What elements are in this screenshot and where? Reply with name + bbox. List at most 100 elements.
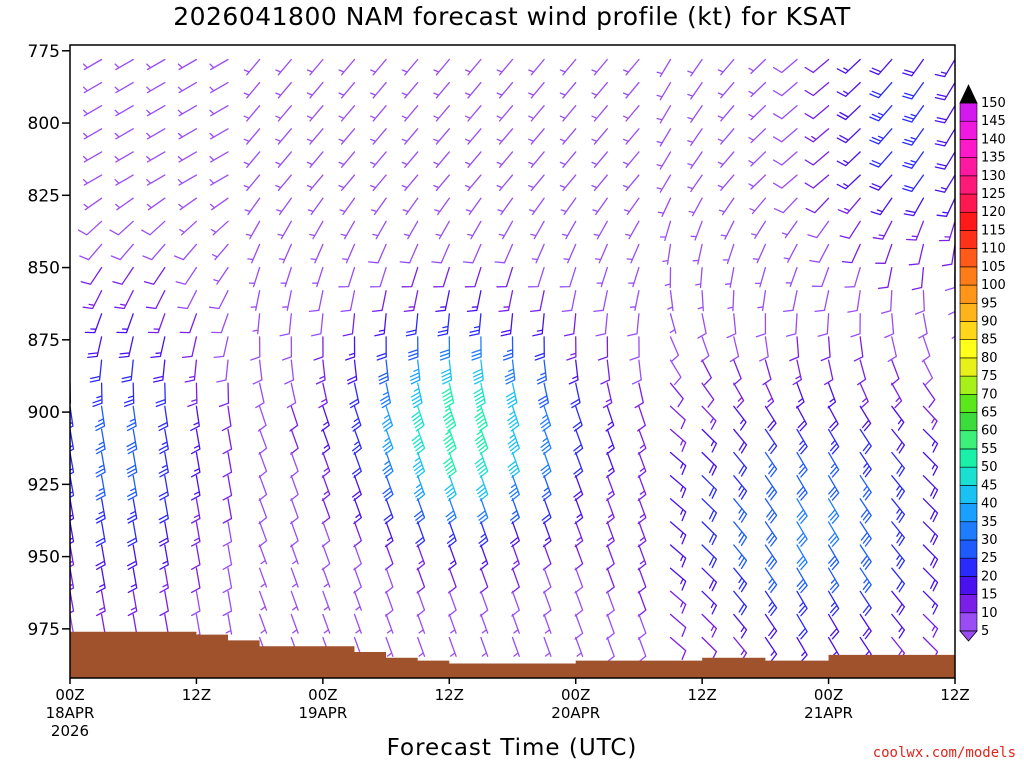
wind-barb (606, 451, 615, 478)
wind-barb (190, 428, 201, 455)
wind-barb (275, 151, 292, 168)
wind-barb (477, 498, 489, 525)
wind-barb (150, 336, 166, 359)
wind-barb (410, 382, 423, 409)
wind-barb (474, 428, 489, 455)
wind-barb (591, 151, 608, 168)
wind-barb (401, 81, 419, 99)
wind-barb (748, 151, 767, 167)
wind-barb (508, 475, 520, 502)
wind-barb (184, 359, 198, 383)
wind-barb (308, 290, 324, 313)
wind-barb (528, 128, 545, 145)
wind-barb (857, 359, 867, 386)
wind-barb (918, 313, 928, 339)
wind-barb (121, 359, 134, 383)
wind-barb (255, 382, 265, 409)
wind-barb (528, 151, 545, 168)
colorbar-swatch (959, 612, 978, 632)
wind-barb (402, 197, 419, 216)
wind-barb (496, 174, 514, 192)
wind-barb (80, 266, 103, 285)
terrain-surface (70, 631, 955, 678)
wind-barb (634, 382, 644, 409)
wind-barb (687, 174, 703, 193)
wind-barb (669, 636, 687, 661)
wind-barb (687, 128, 703, 146)
wind-barb (559, 58, 577, 76)
wind-barb (528, 58, 545, 76)
wind-barb (827, 544, 840, 571)
wind-barb (717, 174, 735, 191)
wind-barb (213, 336, 229, 359)
colorbar-label: 40 (981, 497, 998, 512)
wind-barb (503, 336, 514, 361)
wind-barb (733, 475, 748, 500)
y-tick-label: 975 (28, 620, 60, 640)
wind-barb (114, 128, 134, 140)
wind-barb (591, 128, 608, 145)
wind-barb (353, 544, 362, 571)
colorbar-swatch (959, 430, 978, 450)
wind-barb (543, 613, 552, 634)
wind-barb (500, 313, 514, 337)
wind-barb (853, 336, 864, 362)
wind-barb (496, 81, 514, 99)
wind-barb (764, 544, 778, 570)
wind-barb (656, 174, 672, 193)
wind-barb (722, 243, 735, 265)
wind-barb (95, 521, 106, 547)
wind-barb (248, 266, 261, 288)
wind-barb (289, 405, 299, 432)
wind-barb (282, 290, 292, 311)
wind-barb (606, 498, 615, 525)
wind-barb (275, 128, 292, 145)
wind-barb (275, 58, 292, 76)
wind-barb (701, 428, 718, 453)
wind-barb (401, 151, 419, 168)
wind-barb (669, 498, 687, 522)
wind-barb (600, 359, 611, 385)
wind-barb (875, 243, 893, 264)
wind-barb (573, 428, 584, 455)
wind-barb (951, 313, 955, 339)
y-tick-label: 925 (28, 475, 60, 495)
wind-barb (70, 290, 71, 293)
wind-barb (415, 521, 426, 548)
wind-barb (321, 428, 331, 455)
wind-barb (948, 290, 955, 316)
wind-barb (657, 197, 672, 217)
wind-barb (353, 613, 362, 634)
wind-barb (496, 151, 514, 168)
wind-barb (528, 197, 545, 216)
wind-barb (809, 243, 830, 263)
wind-barb (749, 197, 767, 215)
credit-link[interactable]: coolwx.com/models (872, 745, 1016, 761)
wind-barb (540, 451, 552, 478)
wind-barb (733, 498, 748, 523)
wind-barb (114, 290, 134, 310)
wind-barb (399, 243, 419, 264)
wind-barb (286, 382, 297, 409)
wind-barb (446, 521, 457, 548)
wind-barb (559, 81, 577, 99)
wind-barb (441, 359, 453, 385)
wind-barb (859, 451, 872, 478)
wind-barb (887, 336, 897, 363)
wind-barb (70, 498, 75, 522)
wind-barb (637, 521, 647, 548)
wind-barb (472, 359, 484, 385)
wind-barb (542, 521, 552, 548)
wind-barb (701, 475, 718, 499)
wind-barb (158, 405, 169, 432)
wind-barb (563, 243, 577, 264)
wind-barb (541, 475, 552, 502)
wind-barb (922, 451, 939, 476)
wind-barb (222, 451, 233, 478)
wind-barb (245, 220, 261, 240)
wind-barb (306, 105, 324, 122)
colorbar-swatch (959, 576, 978, 595)
wind-barb (922, 475, 939, 499)
wind-barb (147, 313, 166, 334)
wind-barb (764, 428, 778, 455)
